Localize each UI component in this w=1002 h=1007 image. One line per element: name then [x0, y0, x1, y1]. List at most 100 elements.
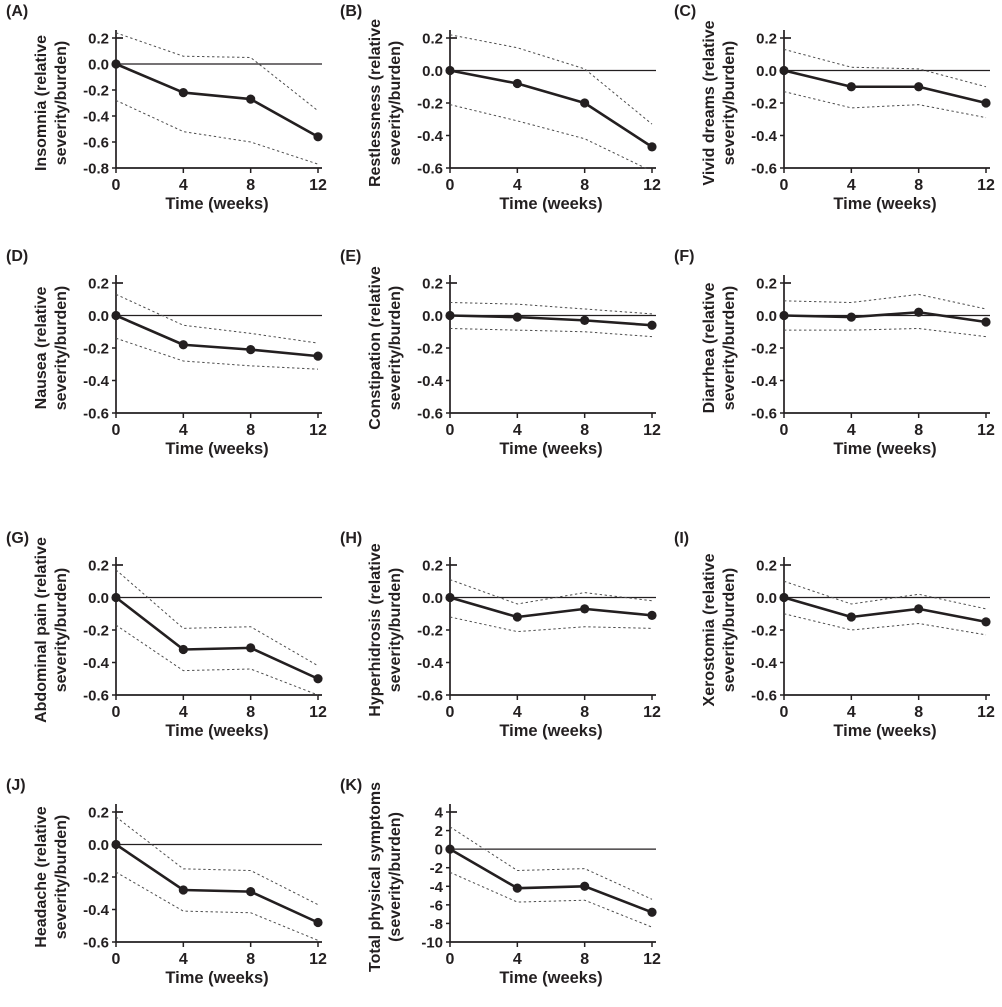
y-axis-label: severity/burden) [53, 41, 70, 165]
data-point [914, 82, 924, 92]
x-axis-label: Time (weeks) [499, 440, 602, 458]
x-tick-label: 0 [780, 422, 789, 439]
panel-label: (F) [674, 248, 694, 265]
y-tick-label: -10 [421, 935, 443, 952]
y-tick-label: 0.2 [88, 558, 109, 575]
data-point [779, 592, 789, 603]
y-tick-label: -0.2 [83, 341, 109, 358]
x-tick-label: 12 [977, 704, 995, 721]
panel-label: (K) [340, 777, 362, 794]
y-tick-label: 0.0 [756, 590, 777, 607]
upper-ci-line [115, 816, 319, 906]
lower-ci-line [783, 613, 987, 636]
x-tick-label: 8 [914, 704, 923, 721]
mean-line [115, 843, 319, 924]
chart-panel-a: (A) Insomnia (relative severity/burden) 0.2… [0, 0, 334, 245]
x-tick-label: 4 [513, 422, 522, 439]
x-tick-label: 0 [446, 177, 455, 194]
y-axis-label: severity/burden) [721, 41, 738, 165]
panel-label: (H) [340, 530, 362, 547]
y-axis-label: Constipation (relative [367, 266, 384, 430]
y-axis-label: severity/burden) [53, 286, 70, 410]
panel-label: (C) [674, 3, 696, 20]
y-tick-label: 0.2 [422, 31, 443, 48]
chart-svg-f: (F) Diarrhea (relative severity/burden) 0.2… [674, 248, 995, 458]
x-tick-label: 0 [780, 177, 789, 194]
y-tick-label: -0.2 [83, 623, 109, 640]
y-tick-label: -0.2 [751, 96, 777, 113]
y-tick-label: 0.0 [422, 308, 443, 325]
y-tick-label: 0.0 [422, 63, 443, 80]
y-tick-label: 0.2 [422, 558, 443, 575]
x-tick-label: 8 [580, 177, 589, 194]
x-tick-label: 0 [446, 422, 455, 439]
chart-panel-k: (K) Total physical symptoms (severity/burd… [334, 740, 668, 1007]
data-point [779, 65, 789, 76]
data-point [246, 345, 256, 355]
data-point [178, 88, 188, 98]
mean-line [449, 69, 653, 148]
data-point [981, 317, 991, 327]
x-tick-label: 8 [246, 177, 255, 194]
y-tick-label: 0.2 [756, 276, 777, 293]
y-tick-label: -0.4 [417, 655, 444, 672]
lower-ci-line [115, 99, 319, 165]
data-point [313, 351, 323, 361]
upper-ci-line [449, 302, 653, 315]
y-tick-label: 0.2 [88, 31, 109, 48]
chart-svg-i: (I) Xerostomia (relative severity/burden) 0… [674, 530, 995, 740]
chart-panel-j: (J) Headache (relative severity/burden) 0.2… [0, 740, 334, 1007]
y-axis-label: severity/burden) [721, 568, 738, 692]
y-tick-label: -8 [430, 916, 443, 933]
chart-svg-g: (G) Abdominal pain (relative severity/burd… [6, 530, 327, 740]
x-tick-label: 12 [977, 422, 995, 439]
data-point [580, 881, 590, 891]
upper-ci-line [449, 579, 653, 605]
chart-panel-e: (E) Constipation (relative severity/burden… [334, 245, 668, 490]
x-tick-label: 4 [179, 422, 188, 439]
x-tick-label: 0 [112, 422, 121, 439]
y-axis-label: Total physical symptoms [367, 782, 384, 972]
y-tick-label: -0.8 [83, 161, 109, 178]
y-tick-label: -0.6 [751, 406, 777, 423]
chart-panel-h: (H) Hyperhidrosis (relative severity/burde… [334, 490, 668, 740]
x-axis-label: Time (weeks) [499, 969, 602, 987]
x-axis-label: Time (weeks) [165, 969, 268, 987]
y-tick-label: -0.6 [751, 688, 777, 705]
data-point [178, 340, 188, 350]
data-point [580, 98, 590, 108]
y-axis-label: Headache (relative [33, 806, 50, 948]
y-tick-label: -0.4 [83, 373, 110, 390]
mean-line [115, 314, 319, 358]
lower-ci-line [449, 871, 653, 928]
data-point [846, 612, 856, 622]
x-tick-label: 4 [513, 951, 522, 968]
data-point [111, 839, 121, 850]
upper-ci-line [449, 34, 653, 125]
x-tick-label: 0 [112, 951, 121, 968]
x-tick-label: 12 [643, 704, 661, 721]
panel-label: (B) [340, 3, 362, 20]
x-axis-label: Time (weeks) [833, 722, 936, 740]
data-point [580, 315, 590, 325]
x-tick-label: 8 [246, 704, 255, 721]
x-tick-label: 12 [643, 177, 661, 194]
y-tick-label: -0.2 [417, 623, 443, 640]
data-point [846, 312, 856, 322]
data-point [178, 885, 188, 895]
y-axis-label: Vivid dreams (relative [701, 20, 718, 185]
x-tick-label: 0 [446, 951, 455, 968]
y-tick-label: 0.0 [88, 590, 109, 607]
y-tick-label: 2 [435, 823, 443, 840]
x-tick-label: 4 [513, 177, 522, 194]
y-tick-label: -0.6 [83, 688, 109, 705]
x-tick-label: 8 [246, 951, 255, 968]
data-point [246, 887, 256, 897]
lower-ci-line [115, 871, 319, 941]
mean-line [783, 310, 987, 324]
y-axis-label: Restlessness (relative [367, 19, 384, 187]
x-tick-label: 8 [580, 951, 589, 968]
y-axis-label: severity/burden) [721, 286, 738, 410]
lower-ci-line [115, 337, 319, 370]
